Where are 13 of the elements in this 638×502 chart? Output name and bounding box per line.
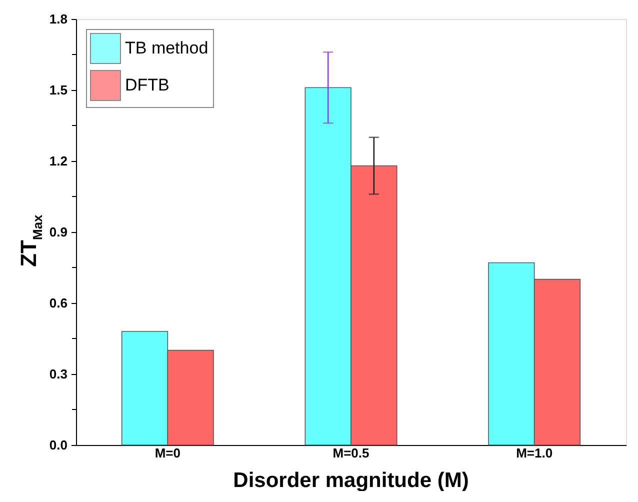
legend-label: TB method bbox=[125, 38, 208, 58]
y-tick-label: 1.5 bbox=[49, 82, 68, 98]
x-tick-label: M=0.5 bbox=[332, 446, 370, 460]
y-tick-label: 0.3 bbox=[49, 366, 68, 382]
x-tick-label: M=0 bbox=[154, 446, 180, 460]
y-tick-label: 0.0 bbox=[49, 438, 68, 452]
y-tick-label: 0.9 bbox=[49, 224, 68, 240]
y-tick-label: 0.6 bbox=[49, 296, 68, 310]
x-tick-label: M=1.0 bbox=[516, 446, 553, 460]
legend-label: DFTB bbox=[125, 76, 170, 94]
y-axis-title: ZTMax bbox=[16, 214, 45, 267]
y-tick-label: 1.2 bbox=[49, 154, 68, 168]
y-tick-label: 1.8 bbox=[49, 12, 68, 26]
